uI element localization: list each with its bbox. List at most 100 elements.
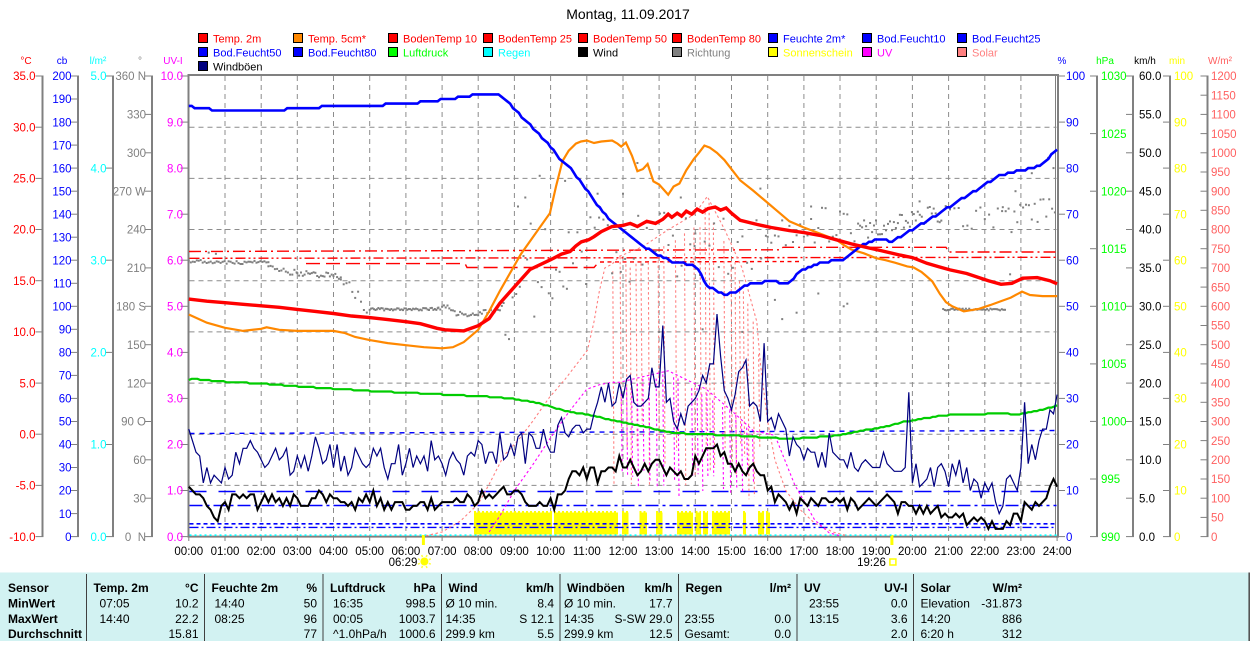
svg-text:1050: 1050 [1211, 129, 1237, 141]
svg-text:400: 400 [1211, 378, 1230, 390]
svg-text:330: 330 [127, 110, 146, 122]
svg-text:23:55: 23:55 [685, 612, 715, 626]
svg-text:20.0: 20.0 [13, 225, 35, 237]
svg-text:40: 40 [1066, 348, 1079, 360]
svg-text:°C: °C [185, 581, 199, 595]
svg-text:70: 70 [1066, 209, 1079, 221]
svg-text:50: 50 [1066, 302, 1079, 314]
svg-text:l/m²: l/m² [90, 56, 107, 67]
svg-text:16:00: 16:00 [753, 546, 782, 558]
svg-text:60: 60 [133, 455, 146, 467]
svg-text:886: 886 [1002, 612, 1022, 626]
svg-text:100: 100 [52, 302, 71, 314]
svg-text:200: 200 [1211, 455, 1230, 467]
svg-text:70: 70 [1174, 209, 1187, 221]
svg-text:°: ° [138, 56, 142, 67]
svg-text:90: 90 [1066, 117, 1079, 129]
svg-text:0 N: 0 N [125, 532, 146, 544]
svg-text:80: 80 [1174, 163, 1187, 175]
svg-text:1150: 1150 [1211, 90, 1236, 102]
svg-text:15:00: 15:00 [717, 546, 746, 558]
svg-text:14:40: 14:40 [100, 612, 130, 626]
svg-text:Bod.Feucht50: Bod.Feucht50 [213, 48, 282, 60]
svg-text:10: 10 [1174, 486, 1187, 498]
svg-text:3.6: 3.6 [891, 612, 908, 626]
svg-text:10:00: 10:00 [536, 546, 565, 558]
svg-text:MinWert: MinWert [8, 597, 55, 611]
svg-text:Bod.Feucht10: Bod.Feucht10 [877, 34, 946, 46]
svg-text:02:00: 02:00 [247, 546, 276, 558]
svg-text:25.0: 25.0 [13, 174, 35, 186]
svg-text:650: 650 [1211, 282, 1230, 294]
svg-text:Windböen: Windböen [567, 581, 625, 595]
svg-text:77: 77 [304, 627, 318, 641]
svg-text:50: 50 [1174, 302, 1187, 314]
svg-text:250: 250 [1211, 436, 1230, 448]
svg-text:UV: UV [877, 48, 893, 60]
svg-text:Windböen: Windböen [213, 62, 263, 74]
svg-text:21:00: 21:00 [934, 546, 963, 558]
svg-text:15.0: 15.0 [13, 276, 35, 288]
svg-text:15.81: 15.81 [168, 627, 198, 641]
svg-text:550: 550 [1211, 321, 1230, 333]
svg-text:14:35: 14:35 [564, 612, 594, 626]
svg-text:20.0: 20.0 [1139, 378, 1161, 390]
svg-text:995: 995 [1101, 474, 1120, 486]
svg-text:350: 350 [1211, 398, 1230, 410]
svg-text:km/h: km/h [644, 581, 672, 595]
svg-text:Sonnenschein: Sonnenschein [783, 48, 853, 60]
svg-text:UV: UV [804, 581, 821, 595]
svg-text:750: 750 [1211, 244, 1230, 256]
svg-text:30: 30 [1066, 394, 1079, 406]
svg-text:25.0: 25.0 [1139, 340, 1161, 352]
svg-text:10.0: 10.0 [161, 71, 183, 83]
svg-text:0.0: 0.0 [91, 532, 107, 544]
svg-text:hPa: hPa [1096, 56, 1114, 67]
svg-text:700: 700 [1211, 263, 1230, 275]
svg-text:03:00: 03:00 [283, 546, 312, 558]
svg-text:Temp. 2m: Temp. 2m [213, 34, 261, 46]
svg-text:14:20: 14:20 [921, 612, 951, 626]
svg-text:100: 100 [1066, 71, 1085, 83]
svg-text:17:00: 17:00 [790, 546, 819, 558]
svg-text:W/m²: W/m² [1208, 56, 1233, 67]
svg-text:130: 130 [52, 232, 71, 244]
svg-text:990: 990 [1101, 532, 1120, 544]
svg-text:500: 500 [1211, 340, 1230, 352]
svg-text:Regen: Regen [498, 48, 530, 60]
svg-text:312: 312 [1002, 627, 1022, 641]
svg-text:Luftdruck: Luftdruck [330, 581, 386, 595]
svg-text:30: 30 [59, 463, 72, 475]
svg-text:00:00: 00:00 [174, 546, 203, 558]
svg-text:13:15: 13:15 [809, 612, 839, 626]
svg-text:06:00: 06:00 [392, 546, 421, 558]
svg-text:BodenTemp 10: BodenTemp 10 [403, 34, 477, 46]
svg-text:0: 0 [1174, 532, 1180, 544]
svg-text:50: 50 [304, 597, 318, 611]
svg-text:W/m²: W/m² [993, 581, 1022, 595]
svg-text:1020: 1020 [1101, 186, 1127, 198]
svg-text:20: 20 [1066, 440, 1079, 452]
svg-text:900: 900 [1211, 186, 1230, 198]
svg-text:0.0: 0.0 [167, 532, 183, 544]
svg-text:10: 10 [59, 509, 72, 521]
svg-text:60.0: 60.0 [1139, 71, 1161, 83]
svg-text:1000: 1000 [1101, 417, 1127, 429]
svg-text:180: 180 [52, 117, 71, 129]
svg-text:80: 80 [1066, 163, 1079, 175]
svg-text:5.0: 5.0 [1139, 493, 1155, 505]
svg-text:BodenTemp 50: BodenTemp 50 [593, 34, 667, 46]
svg-text:20: 20 [59, 486, 72, 498]
svg-text:Feuchte 2m: Feuchte 2m [212, 581, 279, 595]
svg-text:MaxWert: MaxWert [8, 612, 58, 626]
svg-text:160: 160 [52, 163, 71, 175]
svg-text:6.0: 6.0 [167, 255, 183, 267]
svg-text:08:25: 08:25 [215, 612, 245, 626]
svg-text:0.0: 0.0 [20, 429, 36, 441]
svg-text:60: 60 [1066, 255, 1079, 267]
svg-text:18:00: 18:00 [826, 546, 855, 558]
svg-text:110: 110 [53, 279, 71, 291]
svg-text:60: 60 [59, 394, 72, 406]
svg-text:9.0: 9.0 [167, 117, 183, 129]
svg-text:09:00: 09:00 [500, 546, 529, 558]
